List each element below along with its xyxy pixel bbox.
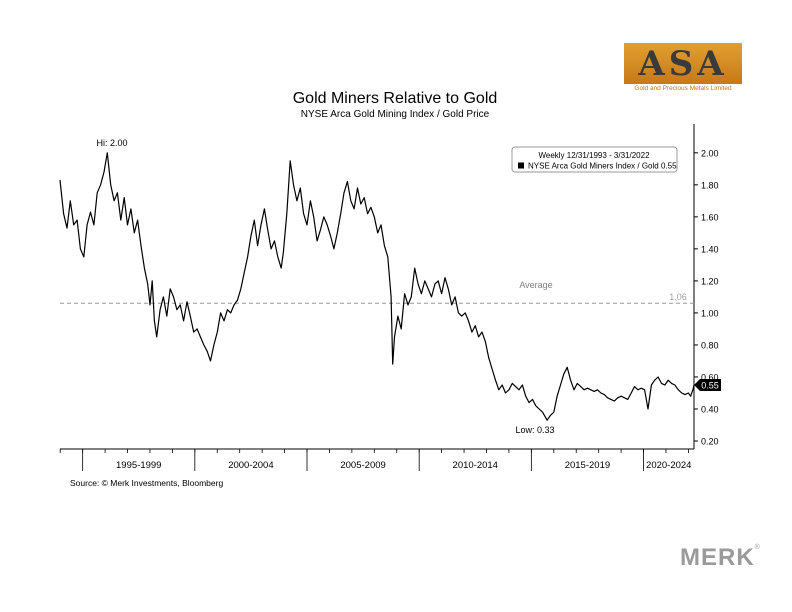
y-tick-label: 0.60 — [701, 372, 719, 382]
y-tick-label: 2.00 — [701, 148, 719, 158]
plot-area: 2.00 1.80 1.60 1.40 1.20 1.00 0.80 0.60 0.40 0.20… — [59, 124, 721, 471]
y-tick-label: 1.20 — [701, 276, 719, 286]
y-tick-label: 1.00 — [701, 308, 719, 318]
legend-series-label: NYSE Arca Gold Miners Index / Gold 0.55 — [528, 162, 677, 171]
legend-period: Weekly 12/31/1993 - 3/31/2022 — [538, 151, 650, 160]
registered-mark: ® — [754, 544, 761, 551]
last-value-marker — [694, 378, 721, 391]
legend: Weekly 12/31/1993 - 3/31/2022 NYSE Arca … — [511, 146, 678, 173]
x-period-label: 2005-2009 — [340, 460, 385, 471]
chart-title: Gold Miners Relative to Gold — [293, 90, 498, 107]
y-tick-label: 0.20 — [701, 436, 719, 446]
logo-badge — [624, 43, 742, 84]
asa-logo: ASA Gold and Precious Metals Limited — [624, 43, 742, 95]
chart-subtitle: NYSE Arca Gold Mining Index / Gold Price — [301, 109, 490, 120]
average-label: Average — [519, 280, 552, 290]
x-period-label: 2015-2019 — [565, 460, 610, 471]
x-period-label: 2010-2014 — [453, 460, 498, 471]
low-annotation: Low: 0.33 — [515, 425, 554, 435]
y-tick-label: 1.80 — [701, 180, 719, 190]
y-tick-label: 0.80 — [701, 340, 719, 350]
merk-wordmark: MERK — [680, 544, 755, 571]
average-value-label: 1.06 — [669, 292, 687, 302]
x-period-label: 2000-2004 — [228, 460, 273, 471]
last-value-label: 0.55 — [701, 380, 719, 390]
merk-watermark: MERK® — [680, 544, 761, 572]
legend-box — [511, 146, 678, 173]
high-annotation: Hi: 2.00 — [96, 138, 127, 148]
source-note: Source: © Merk Investments, Bloomberg — [70, 478, 223, 488]
y-tick-label: 1.60 — [701, 212, 719, 222]
y-tick-label: 1.40 — [701, 244, 719, 254]
y-tick-label: 0.40 — [701, 404, 719, 414]
legend-swatch — [518, 162, 524, 169]
x-period-label: 2020-2024 — [646, 460, 691, 471]
logo-tagline: Gold and Precious Metals Limited — [634, 85, 732, 92]
logo-text: ASA — [638, 44, 728, 84]
series-line — [59, 152, 695, 421]
x-period-label: 1995-1999 — [116, 460, 161, 471]
